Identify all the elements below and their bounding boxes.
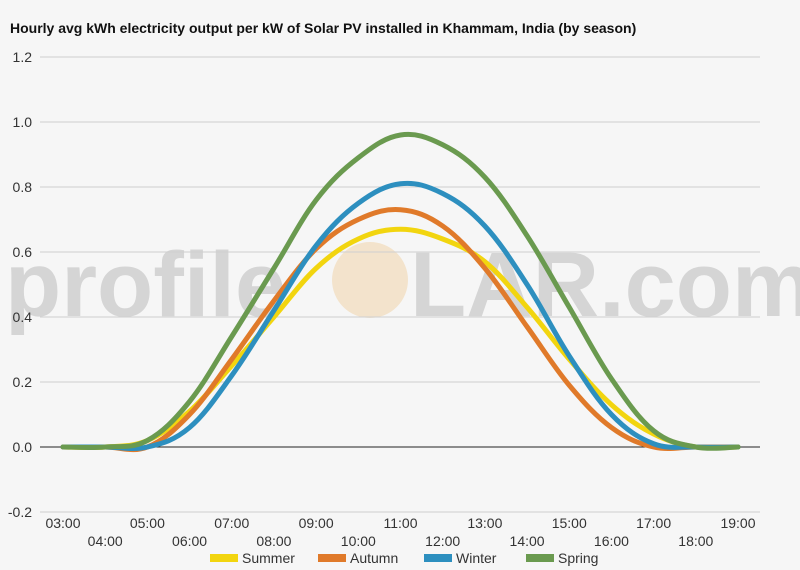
x-tick-label: 16:00 <box>594 533 629 549</box>
series-line-summer <box>60 226 741 451</box>
x-tick-label: 11:00 <box>384 515 418 531</box>
y-tick-label: 0.4 <box>13 309 33 325</box>
x-tick-label: 07:00 <box>214 515 249 531</box>
watermark-sun-icon <box>332 242 408 318</box>
legend: Summer Autumn Winter Spring <box>210 550 598 566</box>
x-tick-label: 08:00 <box>256 533 291 549</box>
y-tick-label: 0.2 <box>13 374 33 390</box>
series-line-spring <box>60 131 741 451</box>
series-lines <box>60 131 741 453</box>
watermark: profile LAR.com <box>5 234 800 336</box>
legend-swatch-summer <box>210 554 238 562</box>
series-line-autumn <box>60 207 741 453</box>
x-tick-label: 19:00 <box>720 515 755 531</box>
y-tick-label: -0.2 <box>8 504 32 520</box>
chart-title: Hourly avg kWh electricity output per kW… <box>10 20 636 36</box>
x-tick-label: 03:00 <box>45 515 80 531</box>
x-tick-label: 09:00 <box>299 515 334 531</box>
y-tick-label: 1.0 <box>13 114 33 130</box>
series-line-winter <box>60 180 741 452</box>
y-axis: -0.2 0.0 0.2 0.4 0.6 0.8 1.0 1.2 <box>8 49 32 520</box>
x-tick-label: 15:00 <box>552 515 587 531</box>
watermark-text-right: LAR.com <box>410 234 800 336</box>
legend-label-winter: Winter <box>456 550 497 566</box>
y-tick-label: 1.2 <box>13 49 33 65</box>
x-tick-label: 13:00 <box>467 515 502 531</box>
x-axis: 03:00 04:00 05:00 06:00 07:00 08:00 09:00 10:00… <box>45 515 755 549</box>
grid <box>40 56 760 513</box>
watermark-text-left: profile <box>5 234 286 336</box>
x-tick-label: 06:00 <box>172 533 207 549</box>
legend-label-summer: Summer <box>242 550 295 566</box>
legend-swatch-autumn <box>318 554 346 562</box>
legend-label-autumn: Autumn <box>350 550 398 566</box>
x-tick-label: 18:00 <box>678 533 713 549</box>
y-tick-label: 0.8 <box>13 179 33 195</box>
legend-label-spring: Spring <box>558 550 598 566</box>
legend-swatch-winter <box>424 554 452 562</box>
x-tick-label: 12:00 <box>425 533 460 549</box>
x-tick-label: 04:00 <box>88 533 123 549</box>
legend-swatch-spring <box>526 554 554 562</box>
y-tick-label: 0.6 <box>13 244 33 260</box>
x-tick-label: 17:00 <box>636 515 671 531</box>
y-tick-label: 0.0 <box>13 439 33 455</box>
x-tick-label: 14:00 <box>510 533 545 549</box>
x-tick-label: 10:00 <box>341 533 376 549</box>
x-tick-label: 05:00 <box>130 515 165 531</box>
